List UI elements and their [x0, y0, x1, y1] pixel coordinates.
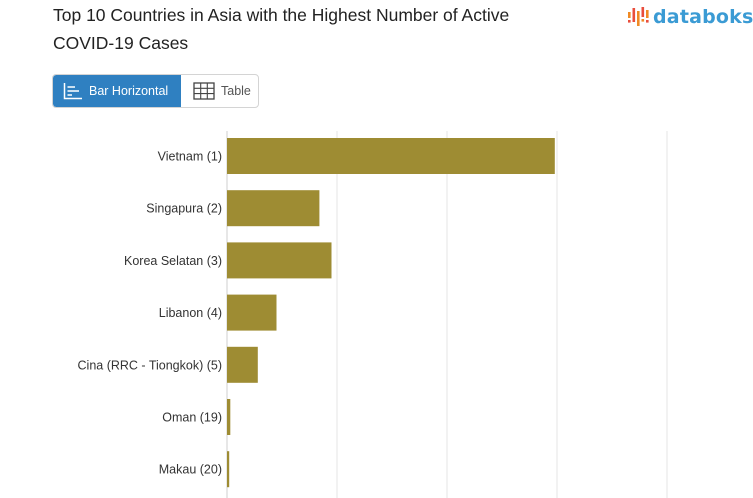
category-label: Oman (19)	[162, 411, 222, 425]
category-label: Korea Selatan (3)	[124, 254, 222, 268]
bars	[227, 138, 555, 488]
databoks-logo-icon	[628, 7, 649, 26]
chart-title: Top 10 Countries in Asia with the Highes…	[53, 1, 593, 57]
category-labels: Vietnam (1) Singapura (2) Korea Selatan (3…	[78, 150, 222, 477]
category-label: Vietnam (1)	[158, 150, 222, 164]
bar[interactable]	[227, 242, 332, 279]
databoks-logo[interactable]: databoks	[627, 4, 753, 30]
bar[interactable]	[227, 399, 231, 435]
bar[interactable]	[227, 294, 277, 331]
bar-chart-icon	[63, 82, 83, 100]
table-button[interactable]: Table	[181, 75, 258, 107]
view-toggle: Bar Horizontal Table	[52, 74, 259, 108]
bar[interactable]	[227, 451, 230, 488]
table-label: Table	[221, 84, 251, 98]
bar-horizontal-button[interactable]: Bar Horizontal	[53, 75, 181, 107]
category-label: Cina (RRC - Tiongkok) (5)	[78, 358, 222, 372]
bar[interactable]	[227, 138, 555, 174]
chart-title-line-1: Top 10 Countries in Asia with the Highes…	[53, 5, 510, 25]
category-label: Makau (20)	[159, 463, 222, 477]
bar[interactable]	[227, 346, 258, 383]
table-icon	[193, 82, 215, 100]
bar-horizontal-label: Bar Horizontal	[89, 84, 169, 98]
category-label: Singapura (2)	[146, 202, 222, 216]
grid-lines	[226, 131, 668, 498]
bar[interactable]	[227, 190, 320, 227]
category-label: Libanon (4)	[159, 306, 222, 320]
databoks-logo-text: databoks	[653, 6, 753, 28]
chart-title-line-2: COVID-19 Cases	[53, 33, 189, 53]
